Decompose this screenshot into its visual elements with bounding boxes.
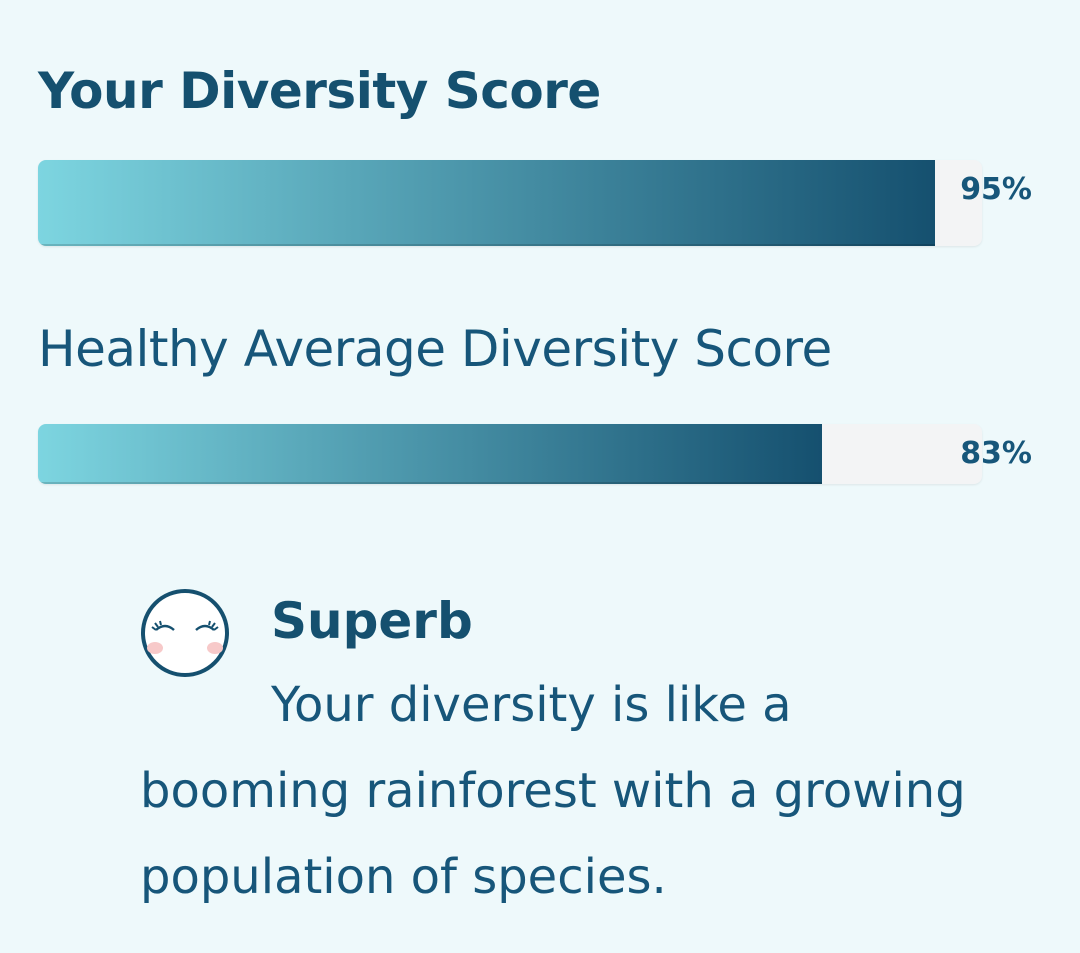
average-score-percent: 83% [960,436,1032,471]
your-score-percent: 95% [960,172,1032,207]
smiling-face-icon [141,589,229,677]
average-score-title: Healthy Average Diversity Score [38,320,832,378]
your-score-title: Your Diversity Score [38,62,601,120]
result-message-wrap: Your diversity is like a booming rainfor… [140,662,1000,920]
your-score-bar [38,160,982,246]
result-message: Your diversity is like a booming rainfor… [140,677,966,905]
rating-label: Superb [271,592,473,650]
your-score-fill [38,160,935,246]
average-score-bar [38,424,982,484]
average-score-fill [38,424,822,484]
